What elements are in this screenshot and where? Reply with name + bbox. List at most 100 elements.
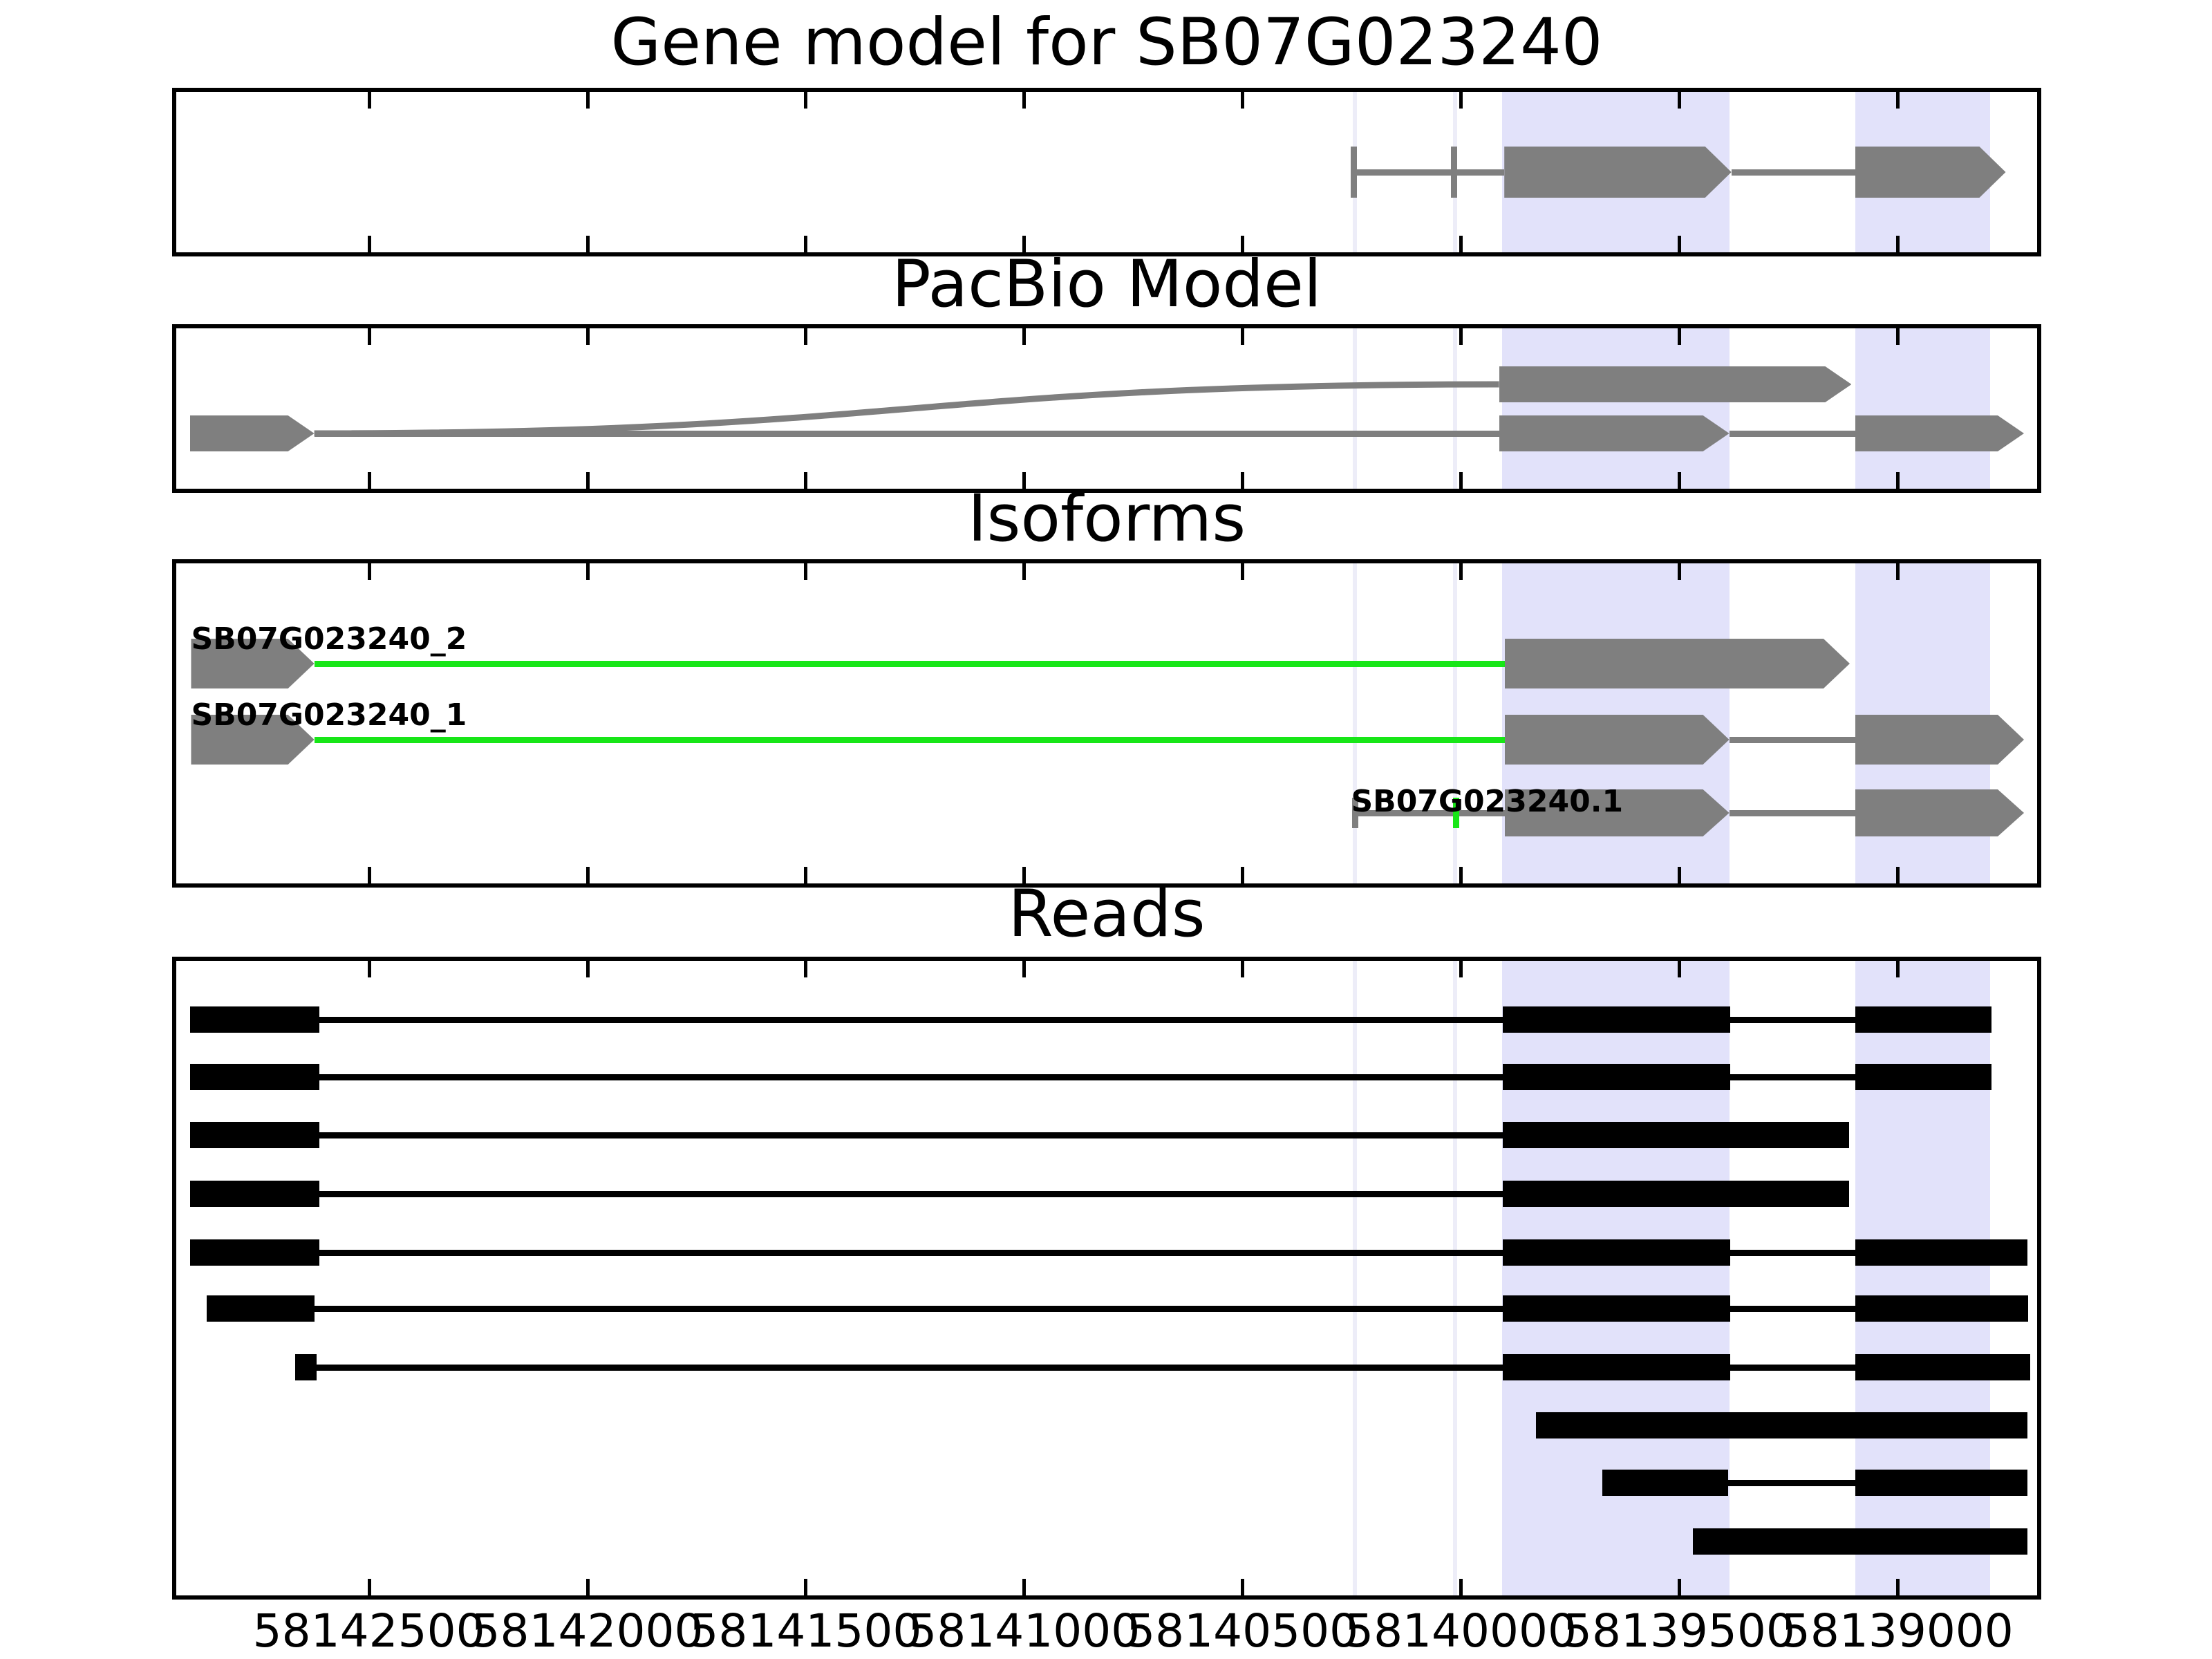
axis-tick-bottom: [804, 1579, 808, 1595]
axis-tick-top: [367, 328, 371, 345]
axis-tick-bottom: [1022, 472, 1027, 489]
x-axis-tick-label: 58142000: [471, 1604, 704, 1658]
axis-tick-top: [1677, 961, 1681, 977]
axis-tick-bottom: [367, 1579, 371, 1595]
axis-tick-top: [1677, 328, 1681, 345]
exon-box-arrow: [1855, 415, 2024, 451]
read-exon-box: [1502, 1181, 1850, 1207]
intron-line: [1353, 169, 1505, 176]
intron-line: [1731, 169, 1855, 176]
axis-tick-top: [585, 961, 590, 977]
axis-tick-top: [1895, 328, 1900, 345]
intron-line: [314, 430, 1499, 437]
intron-line: [1730, 1364, 1855, 1371]
axis-tick-top: [1677, 563, 1681, 580]
axis-tick-bottom: [1895, 472, 1900, 489]
read-exon-box: [1502, 1239, 1730, 1266]
isoform-label: SB07G023240.1: [1351, 784, 1624, 819]
panel-reads-content: [176, 961, 2037, 1595]
x-axis-tick-label: 58142500: [252, 1604, 485, 1658]
boundary-line: [1453, 563, 1458, 883]
axis-tick-bottom: [1895, 867, 1900, 883]
axis-tick-bottom: [804, 472, 808, 489]
read-exon-box: [1855, 1006, 1991, 1033]
axis-tick-top: [1677, 92, 1681, 109]
intron-line: [1730, 1016, 1855, 1023]
read-exon-box: [1602, 1470, 1729, 1496]
read-exon-box: [190, 1239, 319, 1266]
exon-box-arrow: [190, 415, 315, 451]
intron-line: [1729, 809, 1855, 816]
axis-tick-top: [1241, 328, 1245, 345]
axis-tick-bottom: [1459, 236, 1463, 252]
boundary-line: [1353, 961, 1358, 1595]
intron-line: [316, 1364, 1503, 1371]
axis-tick-top: [585, 563, 590, 580]
intron-line: [1730, 1074, 1855, 1080]
splice-arc: [314, 381, 1499, 437]
exon-box-arrow: [1499, 415, 1730, 451]
x-axis-tick-label: 58141500: [689, 1604, 922, 1658]
axis-tick-top: [1895, 563, 1900, 580]
axis-tick-top: [367, 961, 371, 977]
read-exon-box: [1692, 1528, 2028, 1555]
intron-line: [1729, 430, 1855, 437]
title-isoforms: Isoforms: [967, 481, 1246, 556]
intron-line: [1355, 809, 1505, 816]
axis-tick-top: [804, 328, 808, 345]
axis-tick-bottom: [585, 472, 590, 489]
axis-tick-bottom: [1677, 867, 1681, 883]
title-reads: Reads: [1008, 877, 1206, 952]
isoform-label: SB07G023240_1: [191, 697, 467, 733]
panel-reads: [172, 957, 2041, 1600]
read-exon-box: [294, 1354, 317, 1380]
axis-tick-top: [367, 563, 371, 580]
axis-tick-bottom: [1677, 472, 1681, 489]
axis-tick-bottom: [1022, 867, 1027, 883]
axis-tick-bottom: [804, 236, 808, 252]
intron-line: [1729, 736, 1855, 743]
x-axis-tick-label: 58140500: [1126, 1604, 1359, 1658]
axis-tick-bottom: [1459, 867, 1463, 883]
axis-tick-top: [804, 961, 808, 977]
read-exon-box: [1855, 1239, 2028, 1266]
isoform-label: SB07G023240_2: [191, 621, 467, 657]
exon-box-arrow: [1505, 789, 1730, 836]
splice-arc-path: [314, 381, 1499, 437]
intron-line: [319, 1132, 1503, 1138]
boundary-line: [1453, 961, 1458, 1595]
axis-tick-top: [1241, 563, 1245, 580]
axis-tick-bottom: [1677, 1579, 1681, 1595]
axis-tick-top: [1459, 563, 1463, 580]
axis-tick-bottom: [1022, 1579, 1027, 1595]
boundary-line: [1453, 328, 1458, 489]
axis-tick-top: [1022, 961, 1027, 977]
axis-tick-top: [804, 92, 808, 109]
axis-tick-top: [585, 92, 590, 109]
read-exon-box: [1855, 1064, 1991, 1090]
exon-box-arrow: [1505, 639, 1850, 688]
end-bracket-bar: [1453, 798, 1460, 828]
exon-highlight-band: [1855, 328, 1991, 489]
axis-tick-top: [1022, 92, 1027, 109]
intron-line: [319, 1074, 1503, 1080]
axis-tick-top: [1241, 961, 1245, 977]
axis-tick-bottom: [585, 236, 590, 252]
read-exon-box: [1855, 1295, 2028, 1322]
axis-tick-top: [804, 563, 808, 580]
x-axis-tick-label: 58141000: [908, 1604, 1141, 1658]
axis-tick-top: [585, 328, 590, 345]
read-exon-box: [190, 1006, 319, 1033]
axis-tick-top: [1241, 92, 1245, 109]
intron-line: [319, 1190, 1503, 1197]
axis-tick-bottom: [1241, 867, 1245, 883]
axis-tick-top: [1459, 961, 1463, 977]
axis-tick-bottom: [1677, 236, 1681, 252]
read-exon-box: [1502, 1295, 1730, 1322]
axis-tick-top: [1895, 961, 1900, 977]
axis-tick-top: [1022, 328, 1027, 345]
panel-pacbio-content: [176, 328, 2037, 489]
axis-tick-top: [1459, 328, 1463, 345]
